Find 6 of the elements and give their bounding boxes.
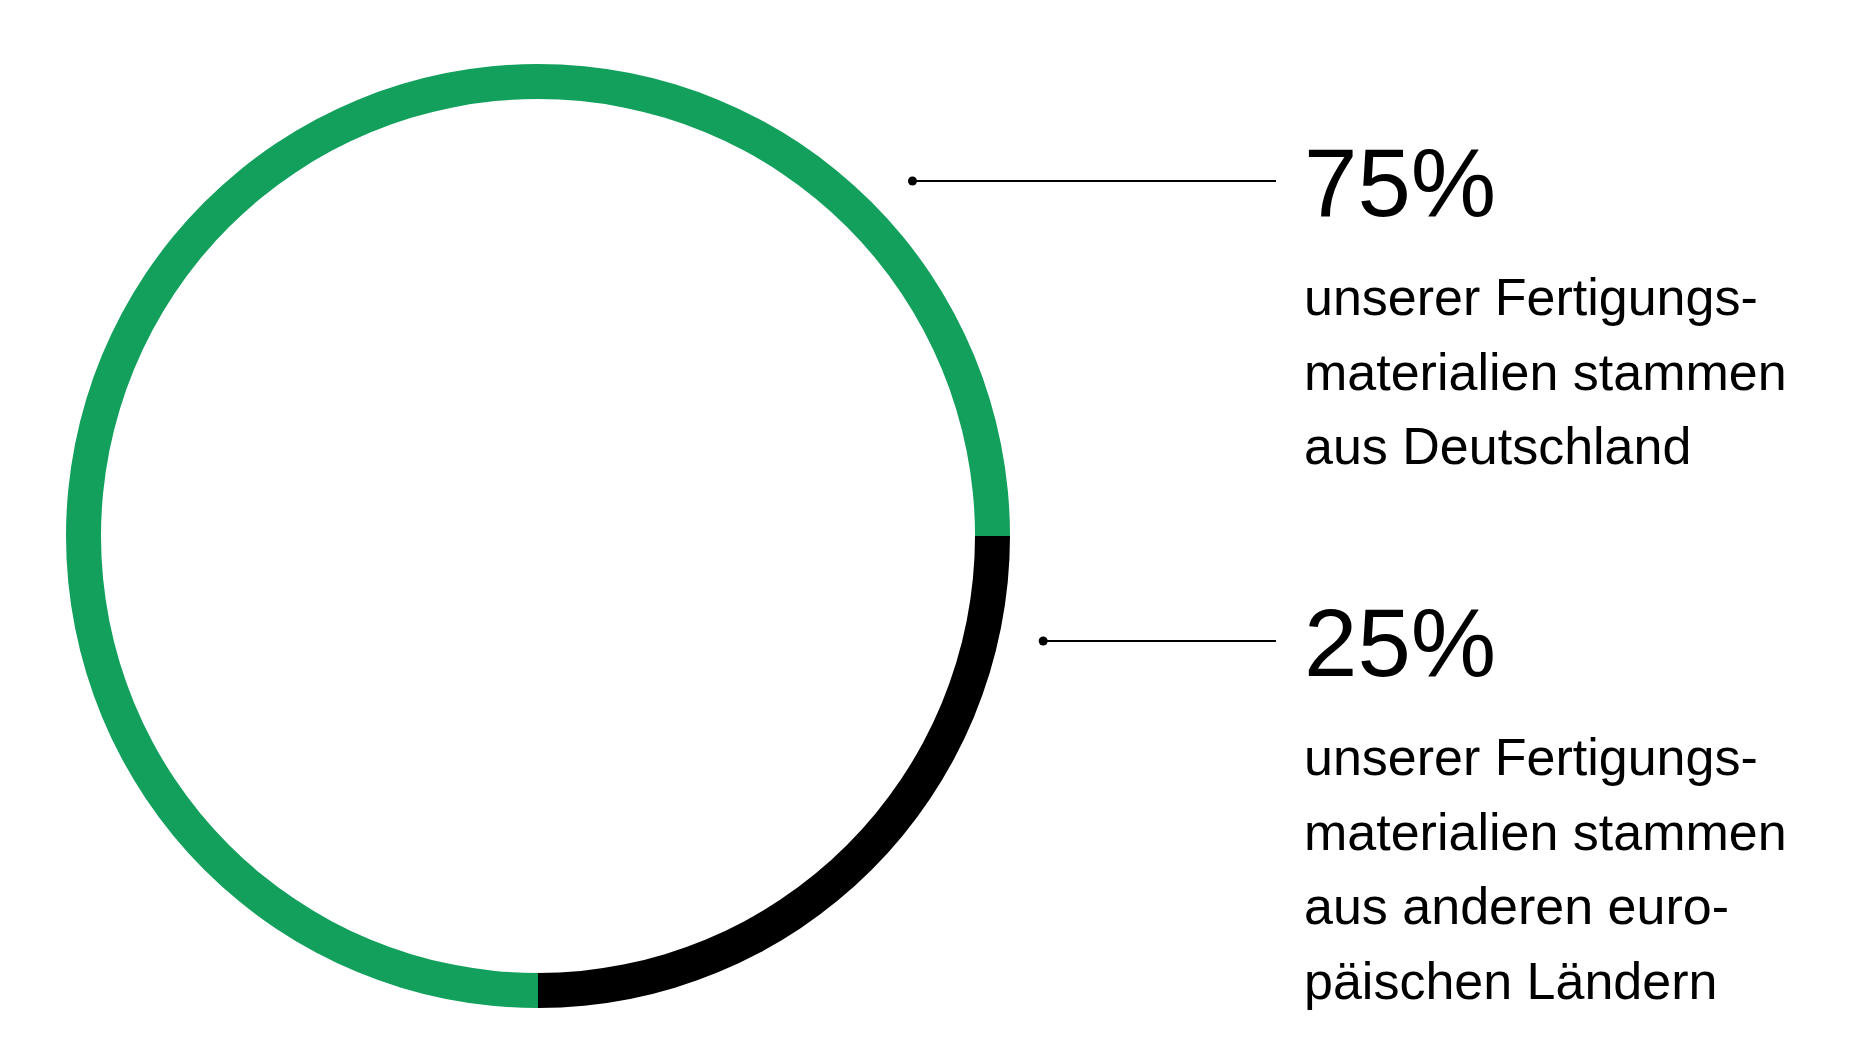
slice-label: unserer Fertigungs- materialien stammen aus Deutschland <box>1304 268 1787 475</box>
donut-slice <box>66 64 1010 1008</box>
donut-slice <box>538 536 1010 1008</box>
data-label: 75% <box>1304 129 1497 236</box>
data-label: 25% <box>1304 589 1497 696</box>
slice-label: unserer Fertigungs- materialien stammen aus anderen euro- päischen Ländern <box>1304 728 1787 1010</box>
